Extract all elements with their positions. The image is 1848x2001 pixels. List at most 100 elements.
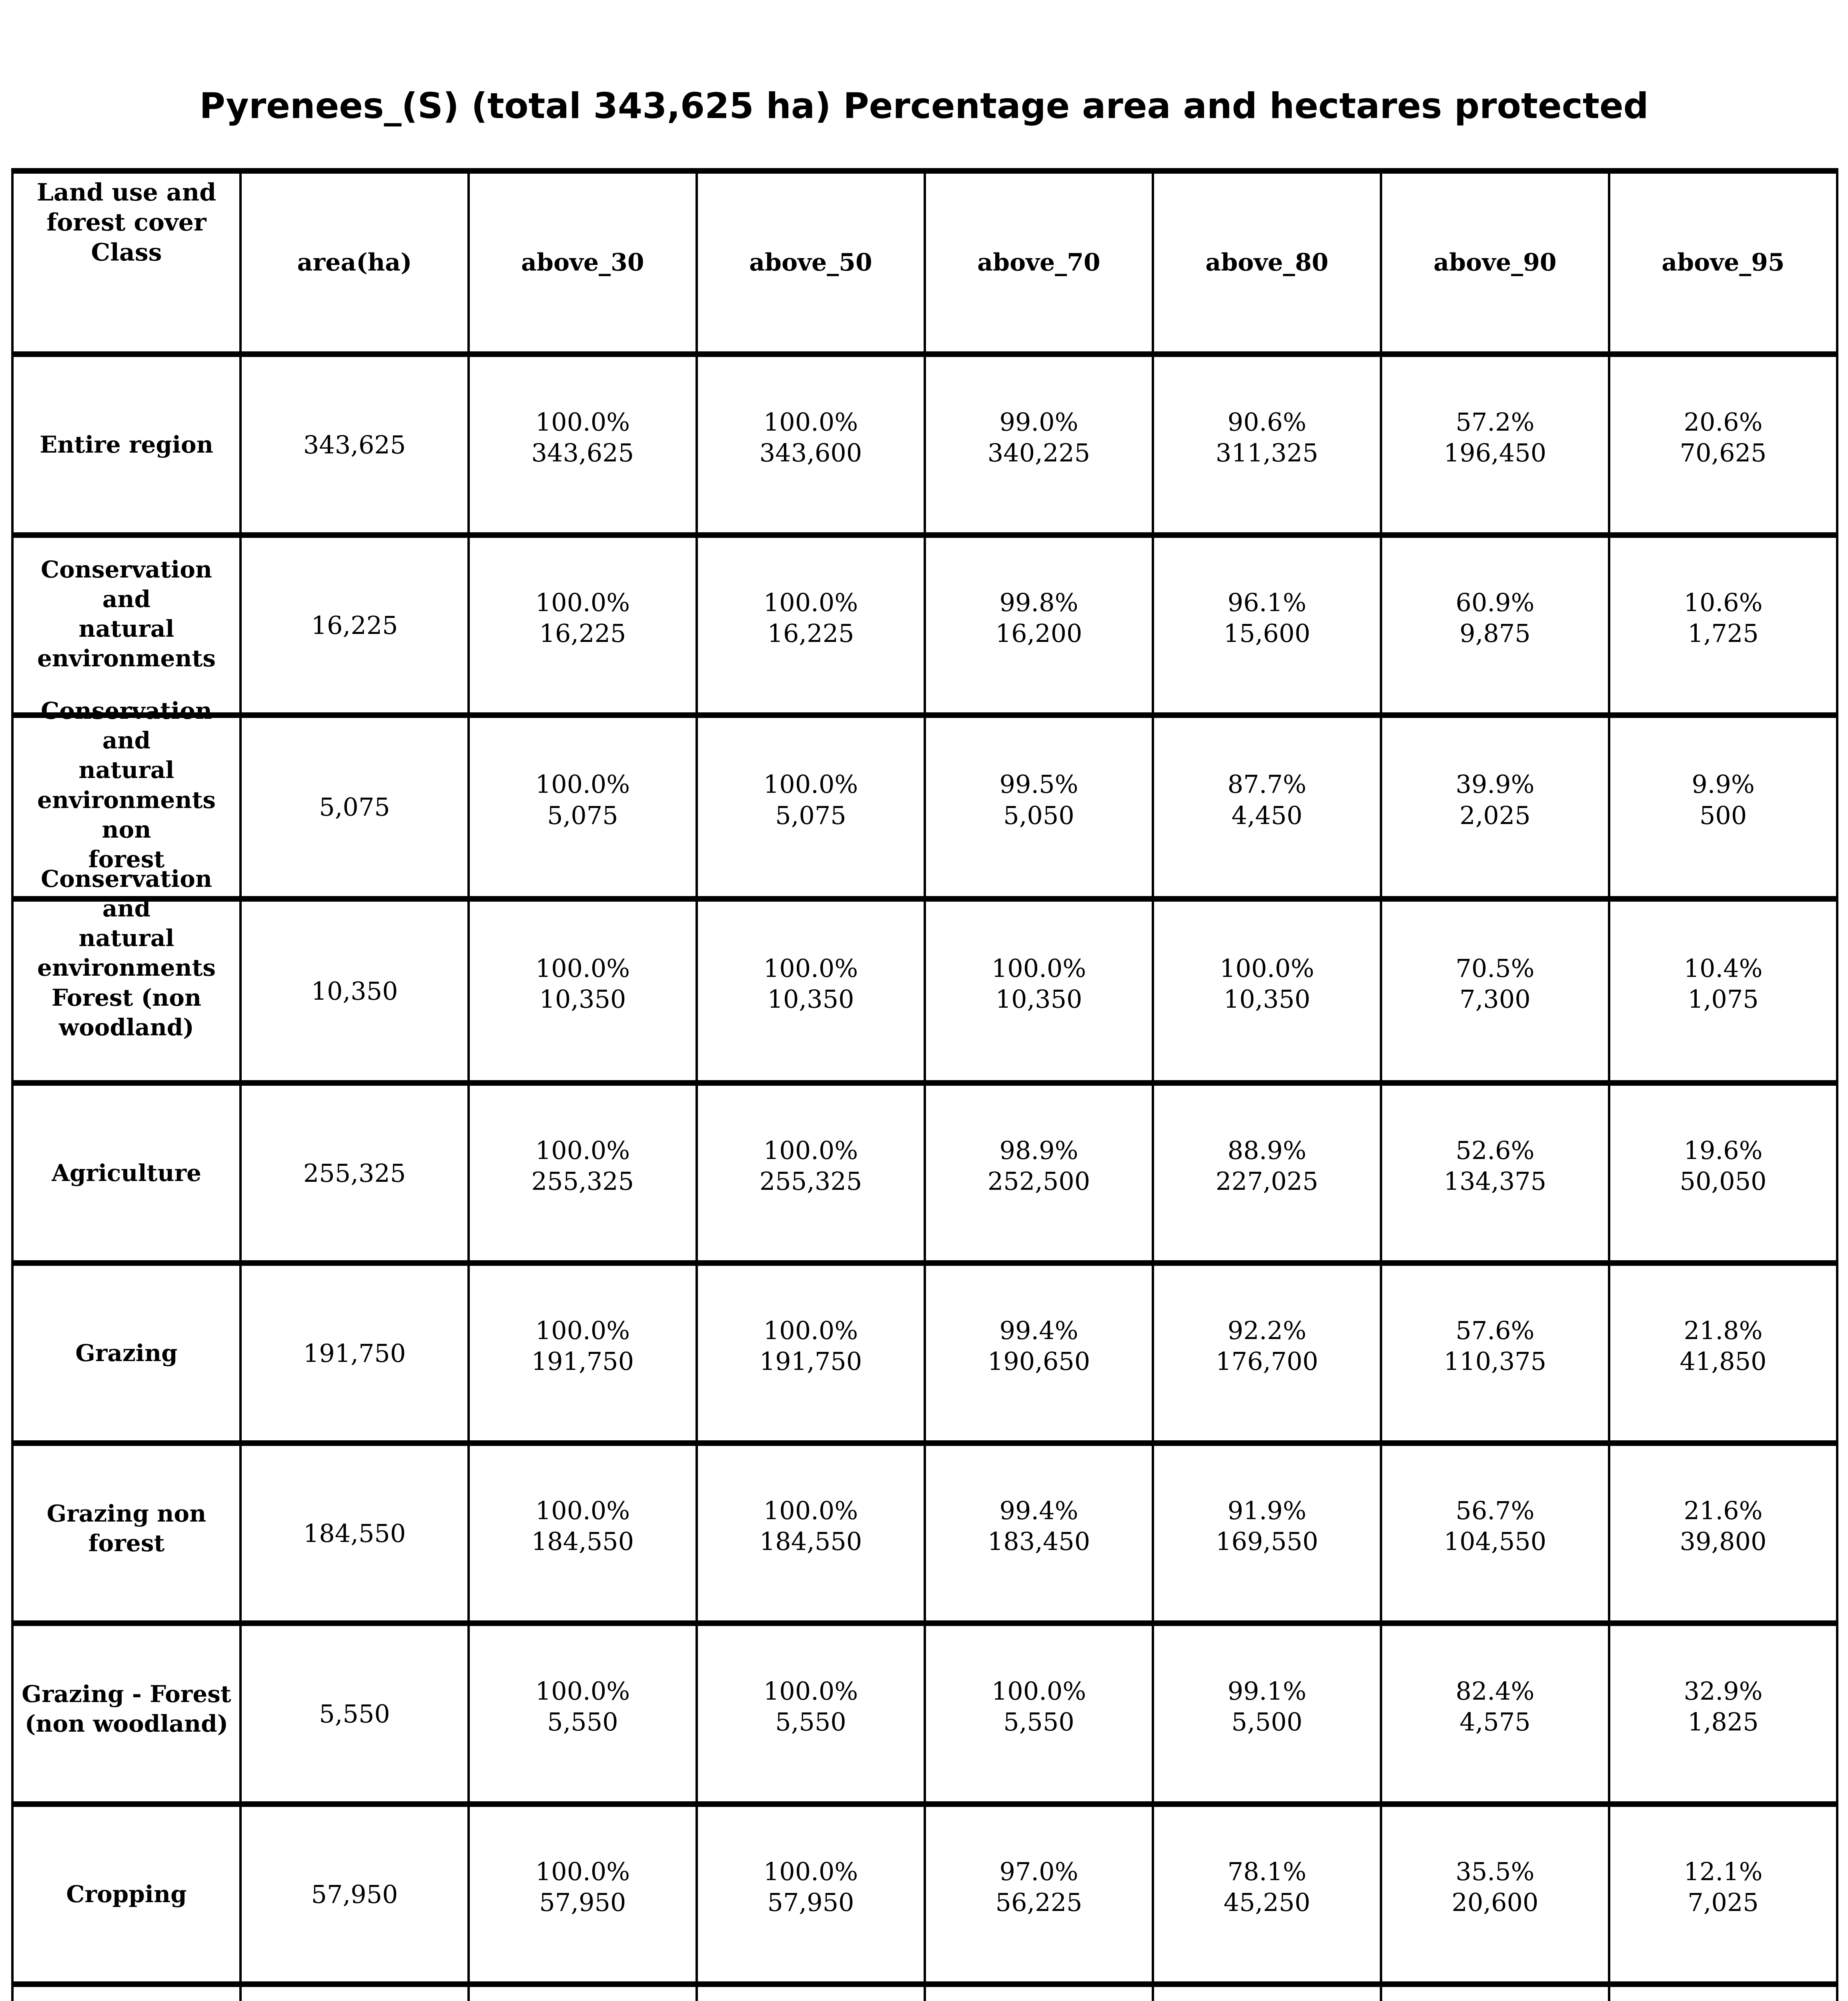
hectares-value: 15,600 — [1223, 619, 1311, 648]
value-cell: 100.0% 184,550 — [467, 1440, 698, 1626]
value-cell: 9.9% 500 — [1608, 712, 1838, 902]
percent-value: 70.5% — [1455, 953, 1535, 983]
hectares-value: 343,600 — [759, 438, 862, 467]
hectares-value: 57,950 — [539, 1888, 626, 1917]
table-row: Grazing non forest 184,550 100.0% 184,550 10… — [11, 1440, 1838, 1626]
page-title-line1: Pyrenees_(S) (total 343,625 ha) Percenta… — [199, 85, 1649, 126]
hectares-value: 10,350 — [995, 984, 1082, 1014]
percent-value: 88.9% — [1227, 1135, 1307, 1165]
hectares-value: 16,200 — [995, 619, 1082, 648]
percent-value: 19.6% — [1684, 1135, 1763, 1165]
percent-value: 52.6% — [1455, 1135, 1535, 1165]
row-label-cell: Entire region — [11, 351, 242, 538]
column-header-label: above_80 — [1205, 248, 1329, 277]
area-value: 184,550 — [303, 1518, 406, 1548]
row-label: Conservation and natural environments Fo… — [37, 865, 216, 1041]
percent-value: 20.6% — [1684, 407, 1763, 437]
area-cell: 10,350 — [239, 896, 470, 1086]
value-cell: 32.9% 1,825 — [1608, 1620, 1838, 1807]
hectares-value: 196,450 — [1443, 438, 1547, 467]
hectares-value: 255,325 — [759, 1167, 862, 1196]
hectares-value: 10,350 — [767, 984, 854, 1014]
percent-value: 60.9% — [1455, 587, 1535, 617]
value-cell: 10.4% 1,075 — [1608, 896, 1838, 1086]
value-cell: 98.9% 252,500 — [924, 1080, 1154, 1266]
value-cell: 100.0% 255,325 — [696, 1080, 926, 1266]
value-cell: 99.8% 16,200 — [924, 532, 1154, 718]
hectares-value: 9,875 — [1459, 619, 1531, 648]
percent-value: 82.4% — [1455, 1676, 1535, 1706]
table-row: Grazing - Forest (non woodland) 5,550 100.… — [11, 1620, 1838, 1807]
value-cell: 10.6% 1,725 — [1608, 532, 1838, 718]
hectares-value: 169,550 — [1215, 1527, 1319, 1556]
hectares-value: 191,750 — [759, 1347, 862, 1376]
land-use-protection-table: Land use and forest cover Class area(ha) a… — [11, 168, 1838, 2001]
percent-value: 99.1% — [1227, 1676, 1307, 1706]
percent-value: 100.0% — [763, 770, 858, 799]
percent-value: 99.4% — [999, 1315, 1078, 1345]
area-value: 16,225 — [311, 610, 398, 640]
value-cell: 92.6%4,975 — [1152, 1981, 1382, 2001]
percent-value: 57.2% — [1455, 407, 1535, 437]
column-header: above_95 — [1608, 168, 1838, 357]
value-cell: 97.0% 56,225 — [924, 1801, 1154, 1987]
hectares-value: 57,950 — [767, 1888, 854, 1917]
row-label-cell: Agriculture — [11, 1080, 242, 1266]
percent-value: 100.0% — [535, 1857, 630, 1886]
hectares-value: 252,500 — [987, 1167, 1090, 1196]
area-cell: 5,550 — [239, 1620, 470, 1807]
value-cell: 100.0% 57,950 — [467, 1801, 698, 1987]
hectares-value: 4,575 — [1459, 1707, 1531, 1737]
percent-value: 91.9% — [1227, 1496, 1307, 1525]
hectares-value: 7,025 — [1688, 1888, 1759, 1917]
hectares-value: 5,050 — [1003, 800, 1074, 830]
table-row: Conservation and natural environments 16,… — [11, 532, 1838, 718]
area-cell: 343,625 — [239, 351, 470, 538]
hectares-value: 1,825 — [1688, 1707, 1759, 1737]
percent-value: 100.0% — [535, 587, 630, 617]
hectares-value: 184,550 — [759, 1527, 862, 1556]
hectares-value: 1,075 — [1688, 984, 1759, 1014]
value-cell: 100.0% 16,225 — [467, 532, 698, 718]
percent-value: 99.8% — [999, 587, 1078, 617]
row-label-cell: Conservation and natural environments Fo… — [11, 865, 242, 1086]
column-header-label: Land use and forest cover Class — [36, 178, 216, 267]
row-label: Cropping — [66, 1881, 187, 1908]
value-cell: 39.9% 2,025 — [1380, 712, 1610, 902]
column-header-label: above_70 — [977, 248, 1100, 277]
percent-value: 96.1% — [1227, 587, 1307, 617]
value-cell: 100.0% 184,550 — [696, 1440, 926, 1626]
hectares-value: 20,600 — [1451, 1888, 1539, 1917]
value-cell: 21.8% 41,850 — [1608, 1260, 1838, 1446]
table-header-row: Land use and forest cover Class area(ha) a… — [11, 168, 1838, 357]
hectares-value: 5,075 — [775, 800, 846, 830]
row-label-cell: Horticulture — [11, 1981, 242, 2001]
hectares-value: 5,550 — [1003, 1707, 1074, 1737]
value-cell: 100.0% 343,625 — [467, 351, 698, 538]
hectares-value: 227,025 — [1215, 1167, 1319, 1196]
table-row: Conservation and natural environments no… — [11, 697, 1838, 902]
row-label-cell: Grazing non forest — [11, 1440, 242, 1626]
hectares-value: 184,550 — [531, 1527, 634, 1556]
percent-value: 87.7% — [1227, 770, 1307, 799]
row-label: Grazing non forest — [46, 1500, 206, 1557]
percent-value: 100.0% — [763, 1857, 858, 1886]
value-cell: 99.5% 5,050 — [924, 712, 1154, 902]
value-cell: 57.6% 110,375 — [1380, 1260, 1610, 1446]
percent-value: 100.0% — [535, 770, 630, 799]
value-cell: 100.0% 191,750 — [467, 1260, 698, 1446]
area-value: 10,350 — [311, 976, 398, 1006]
percent-value: 78.1% — [1227, 1857, 1307, 1886]
value-cell: 92.2% 176,700 — [1152, 1260, 1382, 1446]
area-value: 343,625 — [303, 430, 406, 459]
hectares-value: 70,625 — [1680, 438, 1767, 467]
value-cell: 100.0% 191,750 — [696, 1260, 926, 1446]
value-cell: 100.0% 10,350 — [1152, 896, 1382, 1086]
percent-value: 39.9% — [1455, 770, 1535, 799]
hectares-value: 10,350 — [1223, 984, 1311, 1014]
percent-value: 100.0% — [991, 1676, 1086, 1706]
value-cell: 100.0% 5,550 — [696, 1620, 926, 1807]
value-cell: 100.0%5,375 — [467, 1981, 698, 2001]
value-cell: 56.7% 104,550 — [1380, 1440, 1610, 1626]
value-cell: 100.0% 57,950 — [696, 1801, 926, 1987]
